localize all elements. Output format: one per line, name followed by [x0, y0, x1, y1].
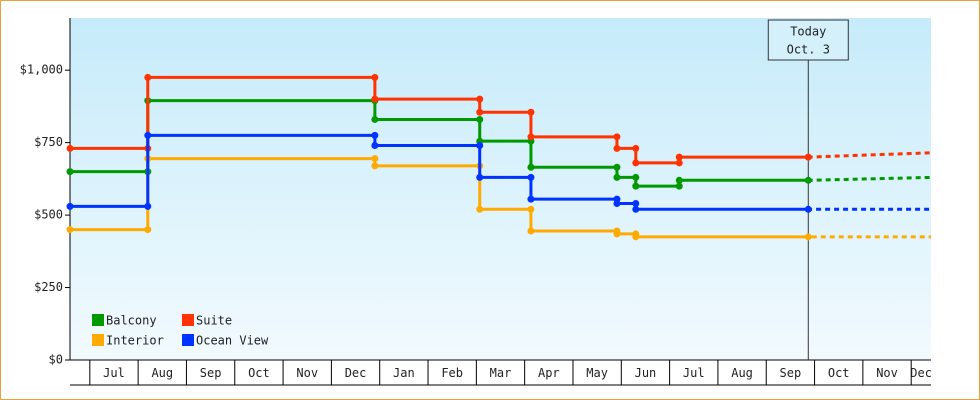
point: [66, 226, 74, 234]
point: [527, 227, 535, 235]
x-tick-label: Oct: [828, 366, 850, 380]
point: [371, 162, 379, 170]
point: [144, 131, 152, 139]
point: [804, 176, 812, 184]
y-tick-label: $250: [34, 280, 63, 294]
point: [66, 144, 74, 152]
point: [632, 205, 640, 213]
plot-area: [70, 18, 931, 360]
x-tick-label: Dec: [910, 366, 932, 380]
x-tick-label: Oct: [248, 366, 270, 380]
point: [632, 182, 640, 190]
point: [804, 153, 812, 161]
point: [144, 226, 152, 234]
point: [371, 95, 379, 103]
point: [804, 205, 812, 213]
point: [476, 142, 484, 150]
point: [527, 163, 535, 171]
point: [675, 153, 683, 161]
point: [66, 168, 74, 176]
point: [527, 133, 535, 141]
x-tick-label: Jan: [393, 366, 415, 380]
legend-label: Ocean View: [196, 334, 269, 348]
point: [144, 73, 152, 81]
x-tick-label: May: [586, 366, 608, 380]
point: [804, 233, 812, 241]
point: [675, 176, 683, 184]
x-tick-label: Nov: [296, 366, 318, 380]
y-tick-label: $750: [34, 135, 63, 149]
point: [613, 163, 621, 171]
y-tick-label: $1,000: [20, 63, 63, 77]
today-label: Today: [790, 25, 826, 39]
point: [632, 173, 640, 181]
legend-swatch: [182, 314, 194, 326]
point: [476, 108, 484, 116]
x-tick-label: Apr: [538, 366, 560, 380]
y-tick-label: $500: [34, 208, 63, 222]
point: [527, 205, 535, 213]
point: [527, 108, 535, 116]
x-tick-label: Jun: [635, 366, 657, 380]
legend-swatch: [92, 334, 104, 346]
x-tick-label: Aug: [151, 366, 173, 380]
point: [632, 159, 640, 167]
point: [144, 202, 152, 210]
point: [632, 199, 640, 207]
point: [371, 115, 379, 123]
point: [476, 205, 484, 213]
x-tick-label: Jul: [683, 366, 705, 380]
today-box: [767, 19, 849, 61]
point: [632, 233, 640, 241]
point: [371, 142, 379, 150]
point: [66, 202, 74, 210]
point: [613, 133, 621, 141]
point: [613, 144, 621, 152]
legend-label: Balcony: [106, 314, 157, 328]
legend-label: Suite: [196, 314, 232, 328]
y-tick-label: $0: [49, 353, 63, 367]
legend-swatch: [182, 334, 194, 346]
point: [613, 173, 621, 181]
point: [371, 131, 379, 139]
x-tick-label: Nov: [876, 366, 898, 380]
point: [613, 199, 621, 207]
point: [675, 182, 683, 190]
today-date: Oct. 3: [787, 43, 830, 57]
point: [613, 230, 621, 238]
x-tick-label: Sep: [200, 366, 222, 380]
legend-swatch: [92, 314, 104, 326]
point: [476, 173, 484, 181]
point: [675, 159, 683, 167]
x-tick-label: Feb: [441, 366, 463, 380]
legend-label: Interior: [106, 334, 164, 348]
x-tick-label: Sep: [780, 366, 802, 380]
x-tick-label: Mar: [490, 366, 512, 380]
x-tick-label: Jul: [103, 366, 125, 380]
point: [527, 195, 535, 203]
point: [476, 95, 484, 103]
point: [527, 173, 535, 181]
point: [632, 144, 640, 152]
x-tick-label: Aug: [731, 366, 753, 380]
point: [371, 155, 379, 163]
x-tick-label: Dec: [345, 366, 367, 380]
point: [476, 115, 484, 123]
point: [371, 73, 379, 81]
